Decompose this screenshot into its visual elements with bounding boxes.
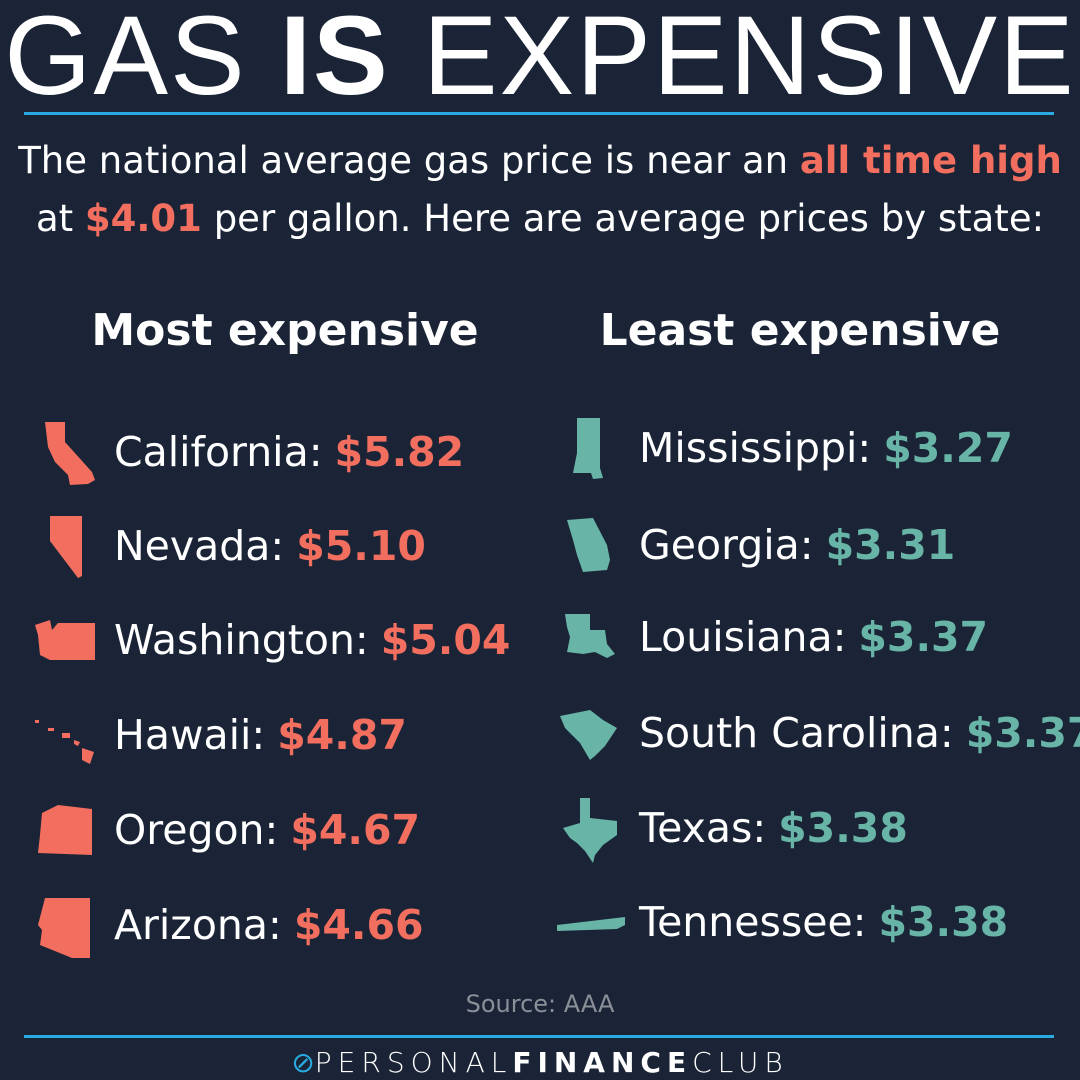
state-shape-icon [45, 422, 95, 485]
national-average-price: $4.01 [84, 197, 202, 240]
divider [24, 112, 1054, 115]
state-price: $5.10 [296, 522, 426, 570]
state-name: Louisiana: [639, 613, 847, 661]
state-shape-icon [567, 518, 610, 572]
title-bold: IS [279, 0, 390, 118]
title-part: GAS [4, 0, 280, 118]
state-name: Washington: [114, 616, 369, 664]
state-price: $3.37 [965, 709, 1080, 757]
state-shape-icon [565, 614, 615, 658]
logo-text: PERSONAL [314, 1046, 513, 1079]
state-shape-icon [557, 917, 625, 931]
most-expensive-heading: Most expensive [91, 305, 479, 356]
state-row: Nevada: $5.10 [30, 506, 426, 586]
state-shape-icon [560, 710, 617, 760]
subtitle-text: at [35, 197, 85, 240]
subtitle-highlight: all time high [799, 139, 1062, 182]
state-row: Oregon: $4.67 [30, 790, 420, 870]
state-shape-icon [35, 620, 95, 660]
subtitle-line-2: at $4.01 per gallon. Here are average pr… [0, 190, 1080, 248]
least-expensive-heading: Least expensive [599, 305, 1001, 356]
state-row: Hawaii: $4.87 [30, 695, 407, 775]
logo-icon: ⊘ [291, 1046, 315, 1079]
divider [24, 1035, 1054, 1038]
state-price: $4.67 [290, 806, 421, 854]
state-name: Arizona: [114, 901, 282, 949]
state-row: Texas: $3.38 [555, 788, 908, 868]
state-row: Arizona: $4.66 [30, 885, 424, 965]
state-price: $4.87 [277, 711, 407, 759]
state-shape-icon [38, 898, 90, 958]
subtitle-line-1: The national average gas price is near a… [0, 132, 1080, 190]
title-part: EXPENSIVE [389, 0, 1076, 118]
state-name: South Carolina: [639, 709, 954, 757]
state-shape-icon [38, 805, 92, 855]
state-price: $3.38 [778, 804, 908, 852]
logo-text-bold: FINANCE [512, 1046, 693, 1079]
state-name: Texas: [639, 804, 767, 852]
source: Source: AAA [465, 990, 615, 1018]
page-title: GAS IS EXPENSIVE [0, 0, 1080, 112]
state-price: $3.27 [883, 424, 1013, 472]
state-shape-icon [35, 720, 94, 764]
state-price: $4.66 [293, 901, 424, 949]
state-row: Tennessee: $3.38 [555, 882, 1008, 962]
state-shape-icon [50, 516, 82, 578]
logo: ⊘PERSONALFINANCECLUB [0, 1046, 1080, 1079]
state-shape-icon [573, 418, 603, 479]
state-name: Oregon: [114, 806, 279, 854]
state-name: Georgia: [639, 521, 814, 569]
state-name: Mississippi: [639, 424, 872, 472]
state-name: Nevada: [114, 522, 285, 570]
state-row: California: $5.82 [30, 412, 464, 492]
state-shape-icon [563, 798, 617, 863]
state-name: California: [114, 428, 323, 476]
logo-text: CLUB [692, 1046, 789, 1079]
state-price: $5.82 [334, 428, 465, 476]
state-row: South Carolina:$3.37 [555, 693, 1080, 773]
state-price: $3.37 [858, 613, 989, 661]
subtitle-text: The national average gas price is near a… [18, 139, 800, 182]
subtitle-text: per gallon. Here are average prices by s… [201, 197, 1045, 240]
state-price: $3.38 [878, 898, 1009, 946]
state-price: $3.31 [825, 521, 956, 569]
state-price: $5.04 [380, 616, 511, 664]
state-row: Mississippi: $3.27 [555, 408, 1013, 488]
state-row: Washington: $5.04 [30, 600, 510, 680]
state-name: Hawaii: [114, 711, 266, 759]
state-row: Georgia: $3.31 [555, 505, 955, 585]
state-row: Louisiana: $3.37 [555, 597, 988, 677]
state-name: Tennessee: [639, 898, 867, 946]
